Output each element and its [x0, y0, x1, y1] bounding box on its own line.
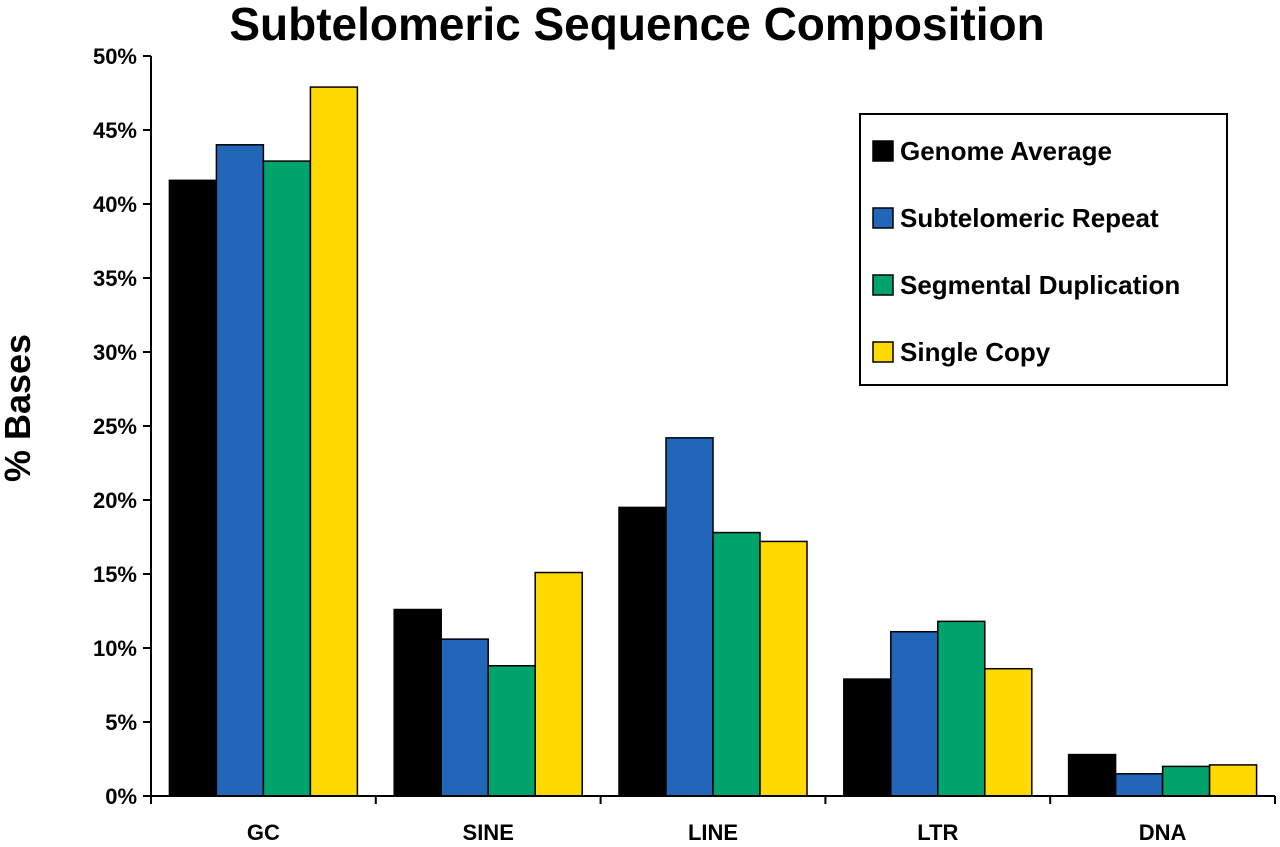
bar-ltr-segmental-duplication: [937, 620, 986, 797]
bar-ltr-genome-average: [843, 678, 892, 797]
y-tick-label: 35%: [93, 266, 137, 291]
y-tick-label: 25%: [93, 414, 137, 439]
bar-gc-segmental-duplication: [262, 160, 312, 797]
y-tick-label: 10%: [93, 636, 137, 661]
bar-dna-genome-average: [1067, 753, 1117, 797]
bar-sine-segmental-duplication: [487, 665, 536, 797]
category-label: SINE: [463, 820, 514, 845]
bar-dna-single-copy: [1208, 764, 1258, 797]
bar-dna-subtelomeric-repeat: [1114, 773, 1164, 797]
bar-dna-segmental-duplication: [1161, 765, 1211, 797]
bar-sine-single-copy: [534, 571, 583, 797]
y-tick-label: 15%: [93, 562, 137, 587]
axes: [150, 56, 1276, 804]
bar-ltr-subtelomeric-repeat: [890, 630, 939, 797]
x-axis-categories: GC SINE LINE LTR DNA: [247, 820, 1187, 845]
legend-label: Single Copy: [900, 337, 1051, 367]
y-tick-label: 50%: [93, 44, 137, 69]
bar-line-subtelomeric-repeat: [665, 437, 714, 797]
legend-swatch: [872, 140, 894, 162]
chart-title: Subtelomeric Sequence Composition: [229, 0, 1044, 50]
y-tick-label: 5%: [105, 710, 137, 735]
category-label: DNA: [1139, 820, 1187, 845]
legend-label: Segmental Duplication: [900, 270, 1180, 300]
y-tick-label: 30%: [93, 340, 137, 365]
legend-label: Subtelomeric Repeat: [900, 203, 1159, 233]
bar-ltr-single-copy: [984, 667, 1033, 797]
y-tick-label: 45%: [93, 118, 137, 143]
y-tick-label: 20%: [93, 488, 137, 513]
legend-box: [859, 113, 1228, 386]
bar-line-single-copy: [759, 540, 808, 797]
bar-gc-subtelomeric-repeat: [215, 144, 265, 797]
legend-label: Genome Average: [900, 136, 1112, 166]
legend-swatch: [872, 341, 894, 363]
y-tick-label: 40%: [93, 192, 137, 217]
bar-sine-subtelomeric-repeat: [440, 638, 489, 797]
legend-swatch: [872, 274, 894, 296]
bar-line-genome-average: [618, 506, 667, 797]
category-label: LTR: [917, 820, 958, 845]
bar-gc-single-copy: [309, 86, 359, 797]
category-label: GC: [247, 820, 280, 845]
bar-sine-genome-average: [393, 608, 442, 797]
y-axis-ticks: 0% 5% 10% 15% 20% 25% 30% 35% 40% 45% 50%: [93, 44, 151, 809]
bar-line-segmental-duplication: [712, 531, 761, 797]
bars: [168, 86, 1258, 797]
y-axis-label: % Bases: [0, 334, 38, 482]
legend: Genome Average Subtelomeric Repeat Segment…: [859, 113, 1228, 386]
y-tick-label: 0%: [105, 784, 137, 809]
bar-gc-genome-average: [168, 179, 218, 797]
legend-swatch: [872, 207, 894, 229]
category-label: LINE: [688, 820, 738, 845]
